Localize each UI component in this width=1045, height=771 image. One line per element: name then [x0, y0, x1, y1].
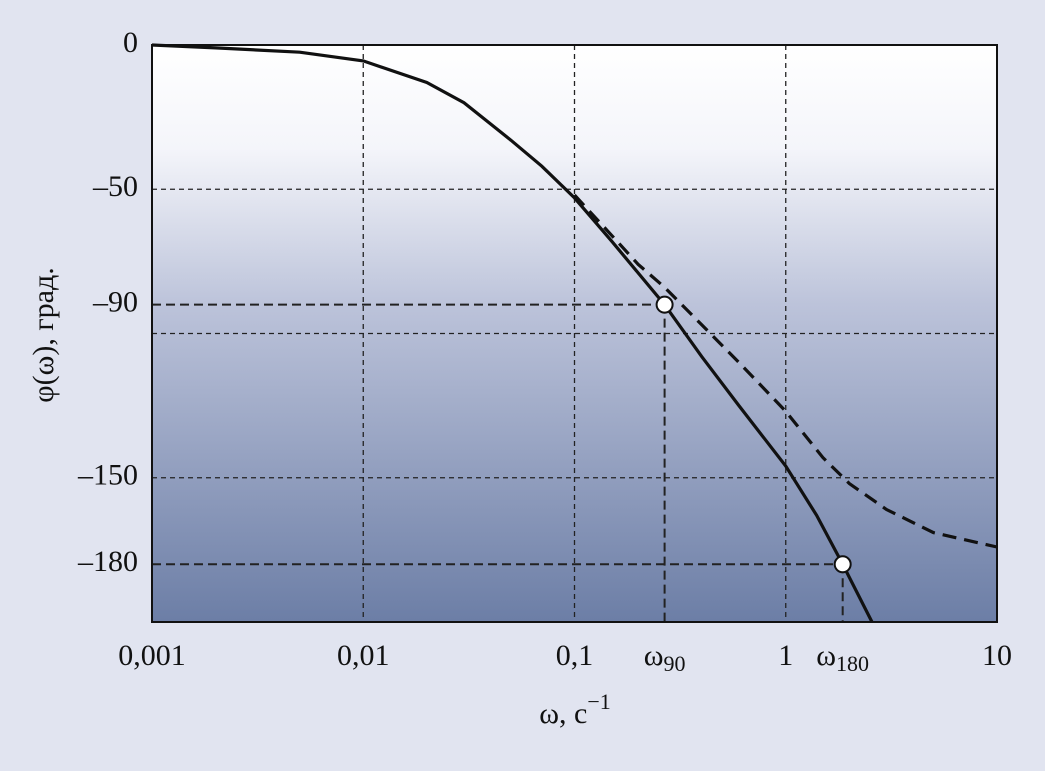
x-tick-label: 10 [982, 639, 1012, 672]
tick-label-sub: 180 [836, 651, 869, 676]
y-tick-label: 0 [123, 26, 138, 59]
y-tick-label: –150 [77, 459, 138, 492]
marker-point [655, 295, 674, 314]
x-axis-label-sup: −1 [587, 689, 610, 714]
tick-label-main: ω [644, 639, 664, 672]
tick-label-sub: 90 [663, 651, 685, 676]
x-tick-label: ω90 [644, 639, 686, 676]
y-tick-label: –180 [77, 545, 138, 578]
y-axis-label: φ(ω), град. [27, 267, 60, 402]
x-tick-label: 0,01 [337, 639, 390, 672]
x-tick-label: 0,001 [118, 639, 186, 672]
plot-border [151, 44, 998, 623]
marker-point [833, 555, 852, 574]
curve-dashed [573, 193, 998, 549]
tick-label-main: ω [816, 639, 836, 672]
y-tick-label: –50 [92, 170, 138, 203]
x-tick-label: ω180 [816, 639, 869, 676]
curve-solid [151, 43, 874, 623]
x-tick-label: 0,1 [556, 639, 594, 672]
x-tick-label: 1 [778, 639, 793, 672]
x-axis-label: ω, с−1 [539, 689, 610, 730]
x-axis-label-text: ω, с [539, 697, 587, 730]
y-tick-label: –90 [92, 286, 138, 319]
